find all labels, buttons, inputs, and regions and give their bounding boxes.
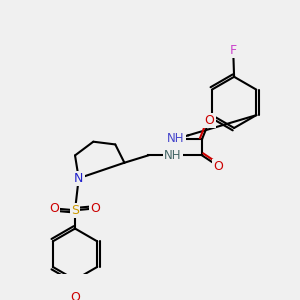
Text: O: O [70, 291, 80, 300]
Text: F: F [230, 44, 237, 57]
Text: O: O [214, 160, 224, 173]
Text: O: O [49, 202, 59, 215]
Text: NH: NH [167, 133, 184, 146]
Text: S: S [71, 204, 79, 217]
Text: NH: NH [164, 149, 182, 162]
Text: N: N [74, 172, 83, 185]
Text: O: O [205, 114, 214, 127]
Text: O: O [90, 202, 100, 215]
